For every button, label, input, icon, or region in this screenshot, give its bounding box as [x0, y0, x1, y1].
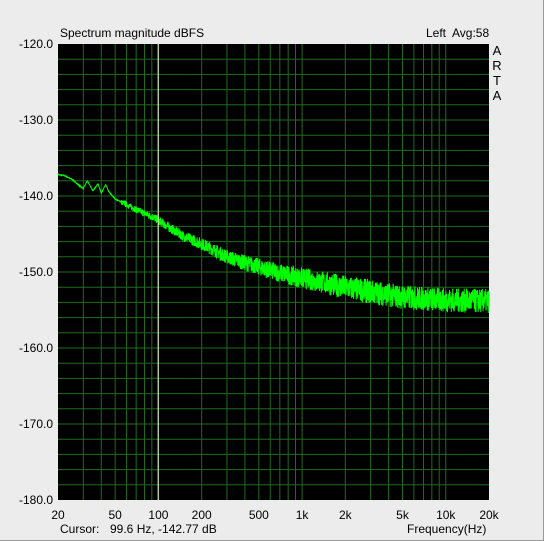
x-tick-label: 1k — [296, 508, 310, 522]
y-tick-label: -150.0 — [19, 265, 53, 279]
brand-letter: R — [492, 58, 501, 73]
spectrum-trace — [57, 172, 490, 313]
y-tick-label: -160.0 — [19, 341, 53, 355]
y-tick-label: -120.0 — [19, 37, 53, 51]
y-tick-label: -130.0 — [19, 113, 53, 127]
x-tick-label: 100 — [148, 508, 168, 522]
x-tick-label: 500 — [249, 508, 269, 522]
x-tick-label: 200 — [192, 508, 212, 522]
y-tick-label: -180.0 — [19, 493, 53, 507]
x-tick-label: 5k — [396, 508, 410, 522]
y-tick-label: -140.0 — [19, 189, 53, 203]
average-count: Avg:58 — [452, 26, 490, 40]
axes: -120.0 -130.0 -140.0 -150.0 -160.0 -170.0 -180… — [19, 37, 502, 522]
y-tick-label: -170.0 — [19, 417, 53, 431]
x-tick-label: 20 — [51, 508, 65, 522]
x-tick-label: 50 — [108, 508, 122, 522]
brand-letter: T — [493, 73, 501, 88]
cursor-label: Cursor: — [60, 522, 100, 536]
x-tick-label: 10k — [436, 508, 456, 522]
x-tick-label: 2k — [339, 508, 353, 522]
brand-letter: A — [493, 88, 502, 103]
x-tick-label: 20k — [479, 508, 499, 522]
brand-letter: A — [493, 43, 502, 58]
chart-title: Spectrum magnitude dBFS — [60, 26, 205, 40]
x-axis-label: Frequency(Hz) — [407, 522, 487, 536]
cursor-readout: 99.6 Hz, -142.77 dB — [110, 522, 217, 536]
spectrum-trace-group — [57, 172, 490, 313]
channel-label: Left — [426, 26, 447, 40]
